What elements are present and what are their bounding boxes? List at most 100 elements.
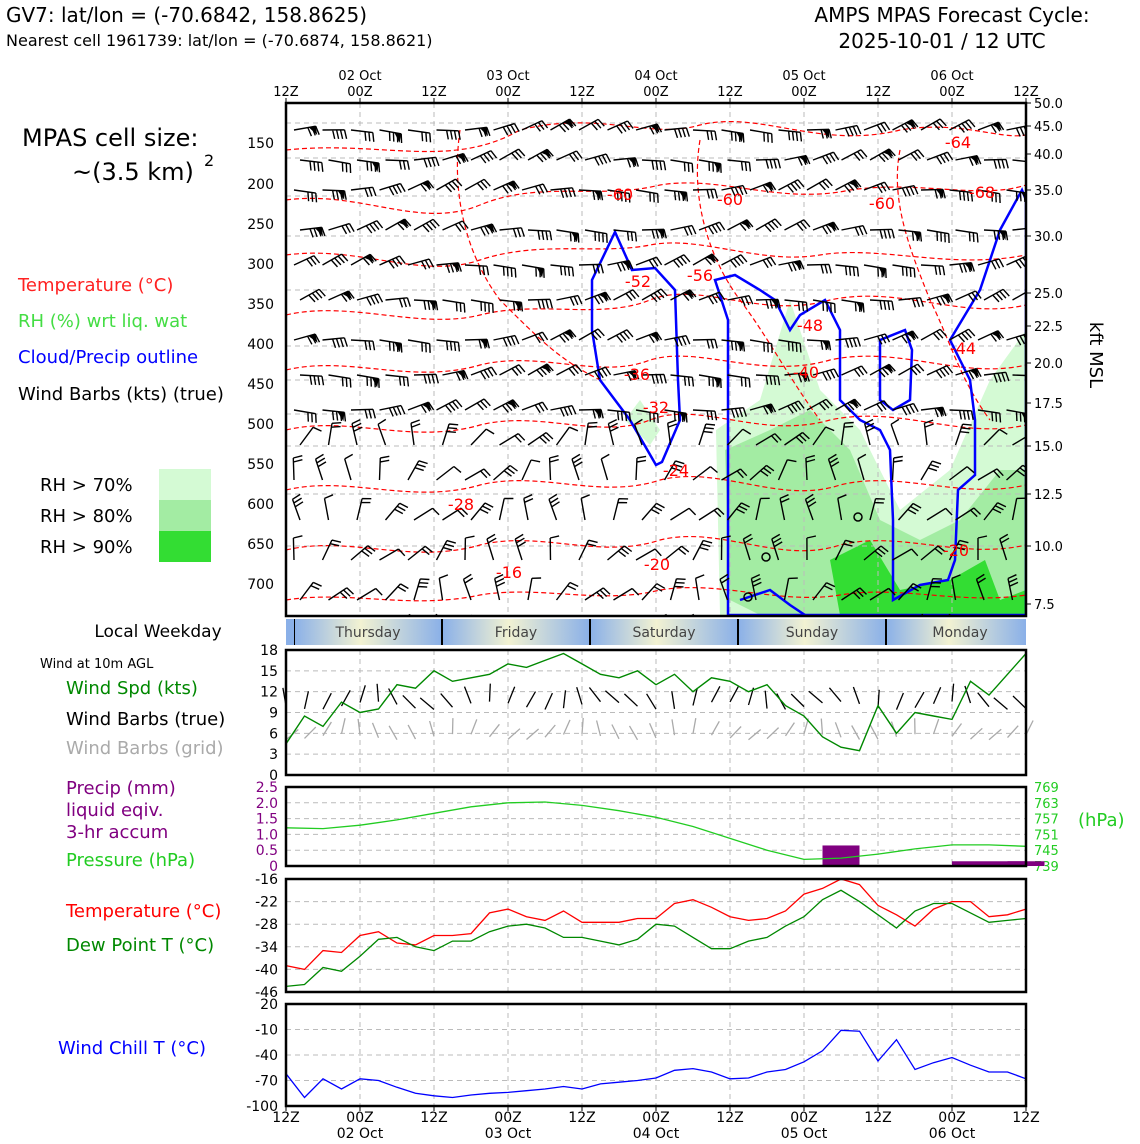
weekday-lead-segment (286, 619, 294, 645)
rh-legend: RH > 70% RH > 80% RH > 90% (40, 469, 211, 562)
windchill-panel: 20-10-40-70-100 (246, 997, 1026, 1115)
time-tick-label: 12Z (272, 1110, 299, 1126)
temperature-contour-label: -40 (793, 363, 819, 382)
height-tick-label: 15.0 (1034, 440, 1063, 455)
cell-size-label: MPAS cell size: (22, 124, 198, 152)
time-tick-label: 00Z (643, 85, 669, 100)
temperature-contour-label: -52 (625, 272, 651, 291)
y-tick-label: 1.0 (256, 827, 278, 843)
day-label: 05 Oct (781, 1126, 828, 1140)
rh-legend-label: RH > 90% (40, 537, 133, 558)
height-tick-label: 12.5 (1034, 488, 1063, 503)
temperature-panel: -16-22-28-34-40-46 (255, 872, 1026, 1001)
pressure-tick-label: 757 (1034, 813, 1059, 828)
day-label: 04 Oct (634, 69, 677, 84)
temperature-contour-label: -64 (945, 133, 971, 152)
temperature-contour-label: -16 (496, 563, 522, 582)
y-tick-label: -70 (255, 1074, 278, 1090)
pressure-tick-label: 400 (247, 337, 274, 353)
y-tick-label: -10 (255, 1023, 278, 1039)
pressure-tick-label: 500 (247, 417, 274, 433)
height-tick-label: 10.0 (1034, 540, 1063, 555)
y-tick-label: 12 (260, 685, 278, 701)
wind-barb-true (490, 684, 491, 702)
y-tick-label: -16 (255, 872, 278, 888)
time-tick-label: 12Z (1013, 85, 1039, 100)
y-tick-label: 9 (269, 706, 278, 722)
wind-barbs-grid-label: Wind Barbs (grid) (66, 738, 224, 759)
height-tick-label: 30.0 (1034, 230, 1063, 245)
pressure-tick-label: 751 (1034, 828, 1059, 843)
y-tick-label: 2.5 (256, 780, 278, 796)
time-tick-label: 00Z (346, 1110, 373, 1126)
time-tick-label: 12Z (716, 1110, 743, 1126)
time-tick-label: 00Z (791, 85, 817, 100)
day-label: 06 Oct (930, 69, 973, 84)
pressure-tick-label: 769 (1034, 781, 1059, 796)
time-tick-label: 12Z (865, 85, 891, 100)
temperature-contour-label: -24 (663, 461, 689, 480)
height-axis: 50.045.040.035.030.025.022.520.017.515.0… (1026, 97, 1063, 613)
temperature-contour-label: -28 (448, 495, 474, 514)
pressure-unit-label: (hPa) (1078, 810, 1125, 831)
pressure-tick-label: 600 (247, 497, 274, 513)
day-label: 03 Oct (485, 1126, 532, 1140)
time-tick-label: 12Z (717, 85, 743, 100)
day-label: 04 Oct (633, 1126, 680, 1140)
time-tick-label: 12Z (1012, 1110, 1039, 1126)
height-tick-label: 20.0 (1034, 357, 1063, 372)
temperature-contour-label: -60 (607, 185, 633, 204)
y-tick-label: 18 (260, 643, 278, 659)
rh-legend-swatch (159, 500, 211, 531)
windchill-label: Wind Chill T (°C) (58, 1038, 206, 1059)
height-tick-label: 7.5 (1034, 598, 1055, 613)
day-label: 02 Oct (337, 1126, 384, 1140)
precip-bar (823, 845, 860, 866)
rh-legend-swatch (159, 469, 211, 500)
pressure-tick-label: 300 (247, 257, 274, 273)
weekday-label: Saturday (632, 625, 695, 641)
weekday-label: Thursday (334, 625, 400, 641)
pressure-tick-label: 200 (247, 177, 274, 193)
y-tick-label: 2.0 (256, 796, 278, 812)
height-tick-label: 45.0 (1034, 120, 1063, 135)
time-tick-label: 12Z (569, 85, 595, 100)
time-tick-label: 00Z (495, 85, 521, 100)
day-label: 05 Oct (782, 69, 825, 84)
pressure-tick-label: 745 (1034, 844, 1059, 859)
rh-legend-label: RH > 80% (40, 506, 133, 527)
cell-size-exponent: 2 (204, 151, 214, 170)
weekday-label: Friday (495, 625, 537, 641)
y-tick-label: -40 (255, 1048, 278, 1064)
pressure-tick-label: 350 (247, 297, 274, 313)
height-tick-label: 40.0 (1034, 148, 1063, 163)
rh-legend-label: RH > 70% (40, 475, 133, 496)
temperature-contour-label: -56 (687, 266, 713, 285)
y-tick-label: 1.5 (256, 812, 278, 828)
day-label: 03 Oct (486, 69, 529, 84)
y-tick-label: 6 (269, 726, 278, 742)
y-tick-label: 15 (260, 664, 278, 680)
legend-cloud-outline: Cloud/Precip outline (18, 347, 198, 368)
height-tick-label: 22.5 (1034, 320, 1063, 335)
height-tick-label: 25.0 (1034, 287, 1063, 302)
y-tick-label: 3 (269, 747, 278, 763)
time-tick-label: 12Z (568, 1110, 595, 1126)
height-tick-label: 17.5 (1034, 397, 1063, 412)
dewpoint-label: Dew Point T (°C) (66, 935, 214, 956)
height-axis-label: kft MSL (1085, 322, 1106, 388)
rh-legend-swatch (159, 531, 211, 562)
cross-section-panel: -64-60-60-60-68-52-56-48-44-36-40-32-24-… (247, 69, 1106, 715)
legend-wind-barbs: Wind Barbs (kts) (true) (18, 384, 224, 405)
temperature-contour-label: -68 (969, 183, 995, 202)
temperature-contour-label: -60 (717, 190, 743, 209)
temperature-contour-label: -32 (643, 398, 669, 417)
cycle-title: AMPS MPAS Forecast Cycle: (814, 3, 1089, 27)
time-tick-label: 00Z (494, 1110, 521, 1126)
pressure-tick-label: 763 (1034, 797, 1059, 812)
